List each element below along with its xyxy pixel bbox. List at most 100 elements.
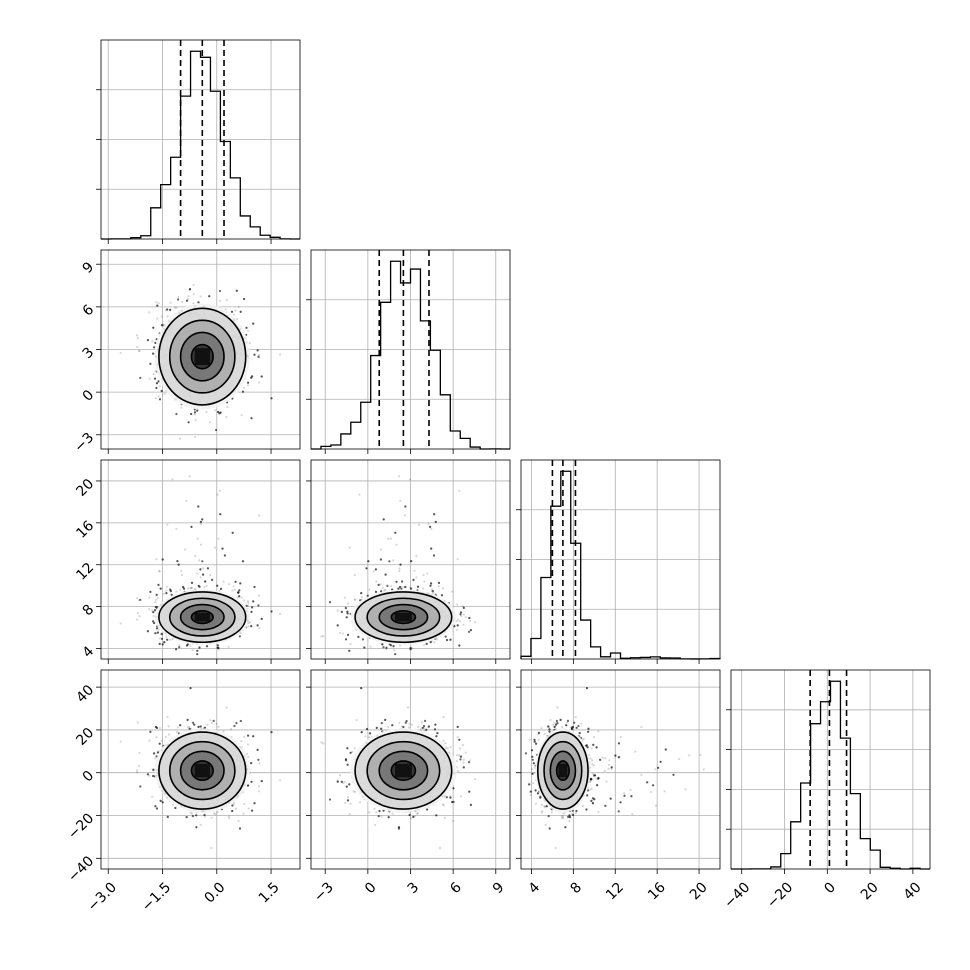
sample-point — [217, 537, 220, 540]
sample-point — [250, 417, 253, 420]
sample-point — [218, 412, 221, 415]
sample-point — [156, 317, 159, 320]
sample-point — [251, 375, 254, 378]
sample-point — [240, 414, 243, 417]
sample-point — [165, 589, 168, 592]
sample-point — [135, 334, 139, 337]
sample-point — [155, 558, 158, 561]
sample-point — [171, 478, 174, 481]
sample-point — [243, 297, 246, 301]
sample-point — [154, 601, 157, 604]
sample-point — [153, 377, 157, 380]
sample-point — [166, 523, 169, 526]
sample-point — [184, 548, 187, 551]
sample-point — [203, 586, 206, 589]
sample-point — [218, 289, 222, 293]
sample-point — [209, 574, 212, 577]
sample-point — [199, 543, 202, 546]
sample-point — [216, 493, 219, 496]
sample-point — [189, 586, 192, 589]
sample-point — [196, 409, 199, 412]
sample-point — [218, 489, 221, 492]
density-peak — [194, 348, 210, 366]
histogram-1 — [101, 50, 300, 240]
sample-point — [258, 627, 261, 630]
sample-point — [196, 537, 199, 540]
sample-point — [156, 304, 159, 307]
sample-point — [157, 380, 160, 383]
sample-point — [152, 326, 155, 329]
sample-point — [257, 355, 260, 358]
sample-point — [146, 339, 149, 342]
sample-point — [160, 315, 163, 318]
sample-point — [193, 413, 196, 416]
sample-point — [175, 590, 178, 593]
sample-point — [148, 608, 151, 611]
sample-point — [258, 356, 261, 359]
sample-point — [177, 298, 180, 301]
sample-point — [233, 313, 236, 316]
sample-point — [166, 308, 169, 311]
sample-point — [139, 376, 142, 379]
sample-point — [152, 614, 155, 618]
sample-point — [196, 572, 199, 575]
sample-point — [165, 585, 168, 588]
sample-point — [163, 392, 166, 395]
sample-point — [154, 370, 157, 373]
sample-point — [232, 585, 235, 588]
sample-point — [233, 588, 237, 591]
sample-point — [193, 411, 197, 414]
sample-point — [157, 302, 160, 305]
sample-point — [197, 301, 200, 304]
sample-point — [187, 587, 190, 590]
sample-point — [185, 299, 189, 302]
sample-point — [199, 576, 202, 579]
sample-point — [153, 346, 156, 349]
sample-point — [158, 398, 162, 401]
sample-point — [148, 596, 151, 599]
sample-point — [270, 397, 273, 400]
sample-point — [177, 296, 180, 299]
sample-point — [227, 645, 230, 648]
sample-point — [157, 395, 160, 398]
sample-point — [208, 295, 211, 298]
sample-point — [136, 346, 139, 349]
sample-point — [156, 597, 159, 600]
sample-point — [158, 637, 161, 640]
sample-point — [226, 406, 229, 409]
sample-point — [205, 410, 208, 414]
sample-point — [224, 308, 227, 311]
sample-point — [199, 295, 202, 298]
sample-point — [192, 293, 195, 296]
sample-point — [253, 353, 256, 356]
sample-point — [151, 340, 154, 343]
sample-point — [158, 570, 161, 573]
sample-point — [155, 386, 158, 390]
sample-point — [187, 421, 190, 424]
sample-point — [258, 353, 261, 357]
sample-point — [247, 625, 250, 628]
sample-point — [175, 306, 178, 309]
sample-point — [198, 559, 201, 562]
sample-point — [190, 412, 193, 416]
sample-point — [248, 342, 251, 345]
sample-point — [214, 409, 217, 412]
sample-point — [155, 382, 158, 385]
sample-point — [243, 386, 246, 389]
sample-point — [185, 499, 188, 502]
sample-point — [175, 412, 178, 416]
sample-point — [188, 289, 191, 292]
sample-point — [279, 612, 282, 616]
sample-point — [218, 299, 221, 302]
sample-point — [164, 309, 168, 312]
sample-point — [119, 351, 122, 354]
sample-point — [136, 597, 139, 600]
sample-point — [180, 406, 183, 409]
sample-point — [257, 594, 260, 597]
sample-point — [166, 315, 169, 318]
sample-point — [119, 622, 122, 625]
sample-point — [154, 598, 157, 601]
sample-point — [138, 349, 141, 353]
sample-point — [192, 283, 195, 286]
sample-point — [178, 437, 182, 440]
